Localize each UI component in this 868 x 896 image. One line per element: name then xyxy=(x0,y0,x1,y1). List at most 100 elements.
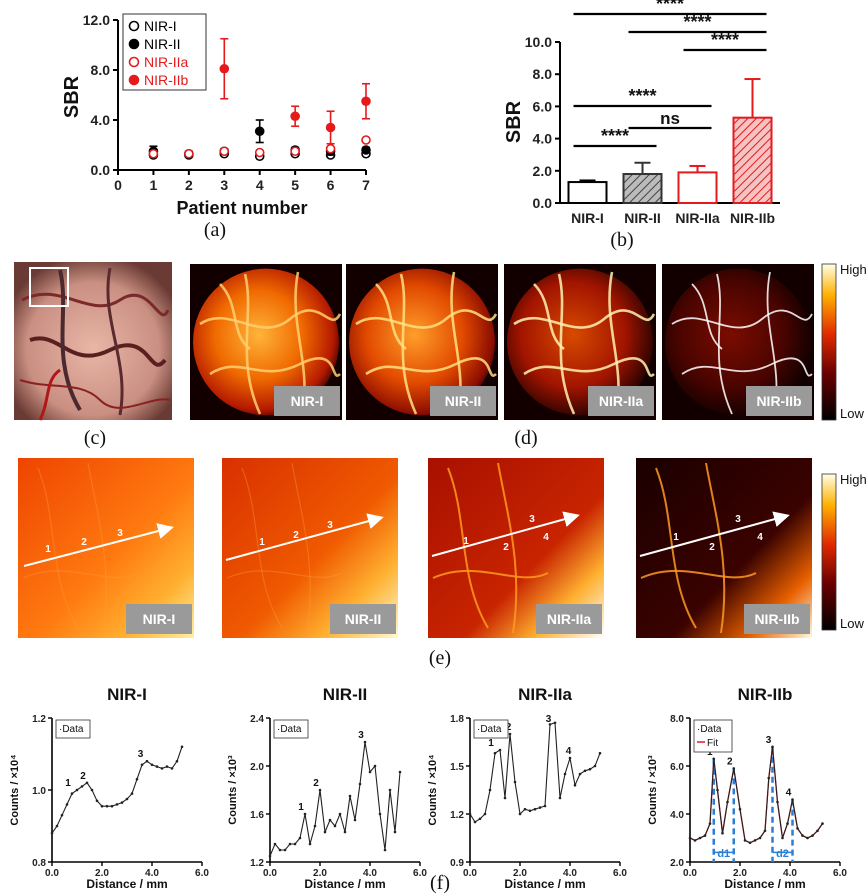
tag-label: NIR-I xyxy=(143,611,176,627)
y-tick-label: 8.0 xyxy=(670,714,684,725)
data-point xyxy=(175,759,179,763)
vessel xyxy=(209,357,341,377)
profile-chart-1: NIR-I 0.0 2.0 4.0 6.0 0.8 1.0 1.2 Distance / mm C… xyxy=(9,685,209,891)
bar xyxy=(622,173,663,205)
y-tick-label: 1.8 xyxy=(450,714,464,725)
chart-title: NIR-II xyxy=(323,685,367,704)
data-point xyxy=(254,147,265,158)
data-point xyxy=(361,135,371,145)
data-point xyxy=(488,788,492,792)
vessel xyxy=(523,357,655,377)
legend-marker xyxy=(128,56,140,68)
data-point xyxy=(801,834,804,837)
data-point xyxy=(806,836,809,840)
x-axis-label: Distance / mm xyxy=(304,877,385,891)
vessel xyxy=(219,283,251,351)
x-tick-label: 2.0 xyxy=(95,868,109,879)
zoom-image-3: 1 2 34 NIR-IIa xyxy=(428,458,604,638)
data-point xyxy=(328,818,332,822)
x-tick-label: 6.0 xyxy=(833,868,847,879)
tag-bg xyxy=(274,386,340,416)
x-tick-label: 7 xyxy=(362,177,370,193)
data-point xyxy=(110,804,114,808)
y-tick-label: 1.2 xyxy=(450,810,464,821)
data-point xyxy=(358,782,362,786)
legend-label: ·Data xyxy=(59,724,84,735)
nir-image-4: NIR-IIb xyxy=(662,264,814,420)
vessel xyxy=(365,357,497,377)
caption-f: (f) xyxy=(430,872,450,894)
data-point xyxy=(553,721,557,725)
x-tick-label: 0 xyxy=(114,177,122,193)
vessel xyxy=(241,467,283,629)
peak-label: 1 xyxy=(488,738,494,749)
x-axis-label: Distance / mm xyxy=(86,877,167,891)
data-point xyxy=(771,745,774,749)
legend-marker xyxy=(128,20,140,32)
data-point xyxy=(753,839,757,842)
image-glow xyxy=(193,268,339,416)
peak-label: 4 xyxy=(786,788,792,799)
data-point xyxy=(578,772,582,776)
peak-label: 3 xyxy=(358,730,364,741)
colorbar xyxy=(821,263,837,421)
data-point xyxy=(155,765,159,768)
zoom-image-1: 1 2 3 NIR-I xyxy=(18,458,194,638)
data-point xyxy=(508,732,512,736)
caption-a: (a) xyxy=(204,219,226,241)
data-point xyxy=(170,767,174,770)
legend-label: ·Data xyxy=(477,724,502,735)
data-point xyxy=(703,834,707,837)
data-point xyxy=(693,839,697,842)
data-point xyxy=(184,148,194,159)
y-tick-label: 2.0 xyxy=(250,762,264,773)
point-label: 3 xyxy=(327,520,333,531)
colorbar-high: High xyxy=(840,262,867,277)
profile-arrow xyxy=(225,513,384,561)
data-point xyxy=(743,839,747,842)
y-tick-label: 1.6 xyxy=(250,810,264,821)
x-tick-label: 4.0 xyxy=(363,868,377,879)
data-point xyxy=(100,804,104,808)
point-label: 2 xyxy=(293,530,299,541)
vessel xyxy=(355,309,498,329)
distance-label: d2 xyxy=(776,848,789,860)
data-point xyxy=(318,788,322,792)
data-point xyxy=(383,848,387,852)
data-point xyxy=(135,777,139,781)
data-point xyxy=(518,812,522,816)
data-point xyxy=(811,834,814,837)
data-point xyxy=(483,812,487,816)
data-point xyxy=(468,812,472,816)
colorbar-low: Low xyxy=(840,616,864,631)
peak-label: 3 xyxy=(138,749,144,760)
caption-e: (e) xyxy=(429,647,451,669)
data-point xyxy=(473,820,477,824)
tag-bg xyxy=(744,604,810,634)
data-point xyxy=(478,817,482,821)
image-glow xyxy=(349,268,495,416)
data-point xyxy=(293,842,297,846)
data-point xyxy=(758,836,762,840)
data-point xyxy=(373,764,377,768)
data-point xyxy=(598,751,602,755)
peak-label: 2 xyxy=(80,771,86,782)
legend-box xyxy=(55,719,91,739)
colorbar-e: High Low xyxy=(821,472,867,631)
data-point xyxy=(323,830,327,834)
y-tick-label: 4.0 xyxy=(91,112,111,128)
vessel xyxy=(243,273,262,415)
vessel xyxy=(691,283,723,350)
data-point xyxy=(493,751,497,755)
data-point xyxy=(821,822,824,825)
data-point xyxy=(523,807,527,811)
data-point xyxy=(791,798,794,801)
data-point xyxy=(816,829,819,833)
image-glow xyxy=(665,268,811,416)
vessel xyxy=(533,283,565,351)
image-glow xyxy=(507,268,653,416)
tag-label: NIR-IIa xyxy=(599,393,644,409)
y-tick-label: 1.5 xyxy=(450,762,464,773)
